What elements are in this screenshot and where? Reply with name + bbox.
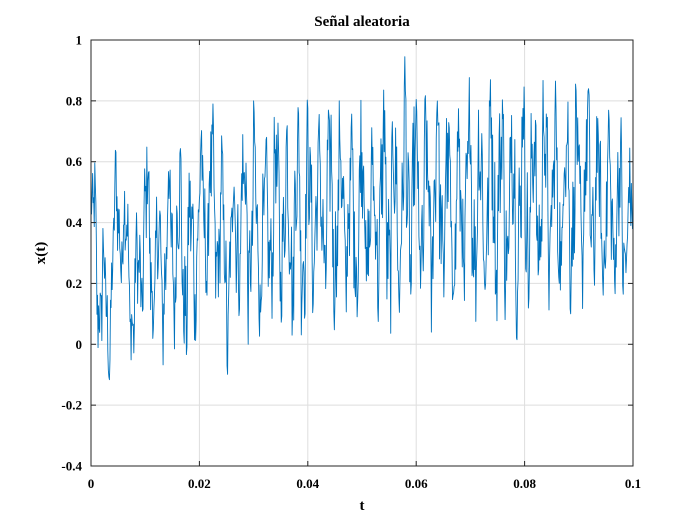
y-tick-label: -0.2 <box>61 398 82 413</box>
x-tick-label: 0.04 <box>296 476 319 491</box>
y-tick-label: 1 <box>76 33 83 48</box>
y-tick-label: 0.8 <box>66 93 83 108</box>
chart-title: Señal aleatoria <box>314 14 410 30</box>
x-tick-label: 0.06 <box>405 476 428 491</box>
series-line <box>90 56 634 381</box>
y-tick-label: 0.6 <box>66 154 83 169</box>
x-tick-label: 0.1 <box>625 476 641 491</box>
tick-marks <box>90 39 634 467</box>
x-axis-label: t <box>360 498 365 514</box>
y-tick-label: 0.4 <box>66 215 83 230</box>
x-tick-label: 0.08 <box>513 476 536 491</box>
y-tick-label: -0.4 <box>61 459 82 474</box>
tick-labels: 0 0.02 0.04 0.06 0.08 0.1 -0.4 -0.2 0 0.2 0.4 0.6 0.… <box>61 33 641 492</box>
axes-box <box>90 39 634 467</box>
y-axis-label: x(t) <box>33 242 49 265</box>
y-tick-label: 0.2 <box>66 276 82 291</box>
series-layer <box>90 56 634 381</box>
x-tick-label: 0 <box>88 476 95 491</box>
y-tick-label: 0 <box>76 337 83 352</box>
x-tick-label: 0.02 <box>188 476 211 491</box>
